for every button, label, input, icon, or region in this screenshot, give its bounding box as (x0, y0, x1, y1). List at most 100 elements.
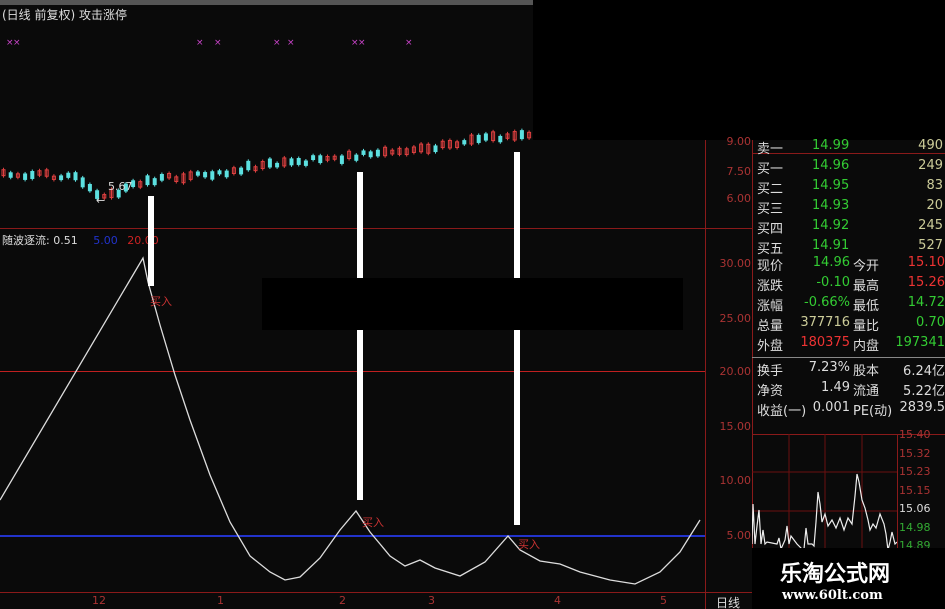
low-price-annotation: 5.67 (108, 180, 133, 193)
candle (311, 155, 316, 161)
order-price: 14.91 (812, 238, 850, 253)
stat-label: PE(动) (853, 404, 893, 419)
candle (483, 133, 488, 141)
candle (116, 189, 121, 198)
candle (491, 131, 496, 142)
candle (397, 147, 402, 155)
time-tick: 4 (554, 594, 561, 607)
candle (217, 170, 222, 175)
candle (527, 131, 532, 139)
candle (375, 149, 380, 157)
panel-divider (752, 140, 753, 609)
candle (44, 169, 49, 177)
price-tick: 6.00 (726, 192, 752, 205)
marker-x-icon: × (405, 38, 413, 48)
candle (354, 154, 359, 161)
blank-area (533, 0, 945, 140)
mini-tick: 15.06 (899, 502, 931, 515)
indicator-legend: 随波逐流: 0.51 5.00 20.00 (2, 232, 159, 248)
buy-signal-bar (514, 152, 520, 525)
order-label: 买一 (757, 162, 784, 177)
candle (390, 149, 395, 155)
candle (37, 170, 42, 176)
quote-divider (752, 357, 945, 358)
candle (505, 133, 510, 139)
time-tick: 5 (660, 594, 667, 607)
stat-label: 今开 (853, 259, 880, 274)
candle (1, 169, 6, 177)
buy-signal-bar (357, 172, 363, 500)
candle (426, 143, 431, 154)
stat-label: 量比 (853, 319, 880, 334)
order-label: 买三 (757, 202, 784, 217)
candle (80, 177, 85, 188)
arrow-left-icon: ← (96, 194, 106, 207)
candle (87, 184, 92, 192)
candle (167, 172, 172, 179)
candlesticks (1, 128, 532, 201)
stat-label: 内盘 (853, 339, 880, 354)
candle (368, 151, 373, 158)
candle (512, 131, 517, 141)
stat-value: 0.001 (812, 400, 850, 415)
indicator-tick: 10.00 (719, 474, 752, 487)
mini-tick-chart (752, 434, 897, 549)
marker-x-icon: × (358, 38, 366, 48)
candle (224, 170, 229, 178)
stat-value: 0.70 (916, 315, 945, 330)
order-volume: 20 (926, 198, 943, 213)
candle (123, 183, 128, 192)
stat-value: 1.49 (821, 380, 850, 395)
marker-x-icon: × (6, 38, 14, 48)
level-5-line (0, 535, 705, 537)
price-tick: 9.00 (726, 135, 752, 148)
time-tick: 2 (339, 594, 346, 607)
axis-line (705, 140, 706, 609)
order-label: 买四 (757, 222, 784, 237)
candle (440, 140, 445, 149)
mini-tick: 15.32 (899, 446, 931, 460)
stat-label: 最高 (853, 279, 880, 294)
stat-value: 377716 (800, 315, 850, 330)
mini-chart-border (897, 434, 898, 549)
stat-value: 14.96 (812, 255, 850, 270)
marker-x-icon: × (13, 38, 21, 48)
candle (188, 171, 193, 180)
candle (447, 139, 452, 149)
candle (23, 173, 28, 180)
candle (195, 171, 200, 176)
order-price: 14.96 (812, 158, 850, 173)
order-volume: 490 (918, 138, 943, 153)
indicator-tick: 30.00 (719, 257, 752, 270)
candle (260, 161, 265, 170)
candle (419, 143, 424, 153)
time-tick: 1 (217, 594, 224, 607)
stat-label: 涨跌 (757, 279, 784, 294)
candle (145, 175, 150, 186)
candle (102, 194, 107, 199)
watermark-url: www.60lt.com (782, 588, 883, 603)
candle (95, 190, 100, 199)
mini-tick: 14.98 (899, 520, 931, 534)
candle (469, 134, 474, 145)
mini-tick: 15.23 (899, 465, 931, 478)
candle (433, 145, 438, 153)
stat-value: 15.26 (907, 275, 945, 290)
stat-label: 最低 (853, 299, 880, 314)
candle (210, 171, 215, 180)
period-tab[interactable]: 日线 (716, 596, 741, 609)
stat-value: -0.66% (804, 295, 850, 310)
candle (152, 178, 157, 186)
order-price: 14.99 (812, 138, 850, 153)
indicator-tick: 15.00 (719, 420, 752, 433)
candle (462, 140, 467, 145)
stat-value: 6.24亿 (903, 364, 945, 379)
candle (51, 175, 56, 180)
candle (455, 141, 460, 148)
level-20-line (0, 371, 705, 372)
candle (361, 150, 366, 155)
candle (325, 156, 330, 161)
mini-tick: 15.15 (899, 483, 931, 497)
stat-label: 流通 (853, 384, 880, 399)
candle (231, 167, 236, 175)
